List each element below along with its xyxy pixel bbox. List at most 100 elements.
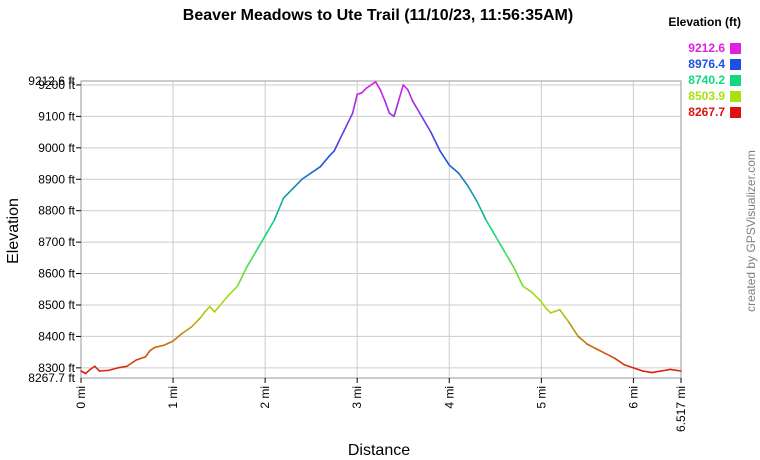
profile-segment bbox=[149, 346, 156, 352]
y-axis-label: Elevation bbox=[5, 198, 22, 264]
y-extreme-label: 8267.7 ft bbox=[28, 371, 75, 385]
profile-segment bbox=[204, 305, 211, 313]
profile-segment bbox=[439, 150, 451, 166]
legend-label: 9212.6 bbox=[688, 41, 725, 55]
profile-segment bbox=[273, 197, 285, 221]
profile-segment bbox=[245, 250, 257, 269]
profile-segment bbox=[218, 294, 230, 308]
profile-segment bbox=[558, 308, 570, 324]
profile-segment bbox=[126, 359, 138, 368]
profile-segment bbox=[476, 200, 487, 221]
legend-swatch bbox=[730, 91, 741, 102]
chart-title: Beaver Meadows to Ute Trail (11/10/23, 1… bbox=[183, 7, 573, 24]
x-tick-label: 6.517 mi bbox=[674, 386, 688, 432]
profile-segment bbox=[660, 368, 672, 372]
x-tick-label: 0 mi bbox=[74, 386, 88, 409]
y-axis-ticks: 8300 ft 8400 ft 8500 ft 8600 ft 8700 ft 8800 … bbox=[28, 74, 81, 385]
profile-segment bbox=[388, 112, 395, 118]
profile-segment bbox=[503, 250, 515, 269]
y-tick-label: 9000 ft bbox=[38, 141, 75, 155]
profile-segment bbox=[669, 368, 682, 372]
profile-segment bbox=[163, 340, 174, 347]
profile-segment bbox=[457, 172, 469, 187]
legend-swatch bbox=[730, 75, 741, 86]
profile-segment bbox=[199, 310, 207, 319]
profile-segment bbox=[379, 88, 386, 102]
profile-segment bbox=[213, 305, 220, 313]
profile-segment bbox=[531, 291, 543, 303]
profile-segment bbox=[466, 184, 478, 203]
y-tick-label: 8500 ft bbox=[38, 298, 75, 312]
profile-segment bbox=[282, 187, 294, 199]
y-tick-label: 8900 ft bbox=[38, 172, 75, 186]
profile-segment bbox=[448, 164, 460, 174]
profile-segment bbox=[411, 99, 423, 118]
profile-segment bbox=[632, 367, 644, 372]
profile-segment bbox=[89, 365, 96, 371]
x-axis-ticks: 0 mi 1 mi 2 mi 3 mi 4 mi 5 mi 6 mi 6.517 mi bbox=[74, 378, 688, 432]
legend-label: 8976.4 bbox=[688, 57, 725, 71]
profile-segment bbox=[540, 301, 547, 309]
elevation-profile bbox=[80, 81, 682, 375]
profile-segment bbox=[430, 131, 441, 152]
profile-segment bbox=[522, 285, 533, 294]
profile-segment bbox=[172, 332, 184, 342]
grid-lines bbox=[80, 81, 682, 378]
legend-label: 8503.9 bbox=[688, 89, 725, 103]
profile-segment bbox=[84, 368, 92, 375]
profile-segment bbox=[397, 84, 405, 102]
y-tick-label: 9100 ft bbox=[38, 109, 75, 123]
profile-segment bbox=[356, 92, 363, 96]
legend-label: 8267.7 bbox=[688, 105, 725, 119]
profile-segment bbox=[337, 121, 349, 143]
profile-segment bbox=[255, 235, 266, 253]
x-tick-label: 6 mi bbox=[626, 386, 640, 409]
y-tick-label: 8800 ft bbox=[38, 204, 75, 218]
profile-segment bbox=[595, 348, 607, 355]
profile-segment bbox=[651, 370, 662, 374]
plot-border bbox=[80, 80, 682, 379]
profile-segment bbox=[301, 172, 312, 181]
profile-segment bbox=[614, 357, 625, 366]
y-tick-label: 9200 ft bbox=[38, 78, 75, 92]
profile-segment bbox=[549, 308, 561, 314]
profile-segment bbox=[264, 219, 276, 237]
profile-segment bbox=[181, 326, 193, 335]
credit-text: created by GPSVisualizer.com bbox=[744, 150, 758, 312]
x-tick-label: 2 mi bbox=[258, 386, 272, 409]
x-tick-label: 3 mi bbox=[350, 386, 364, 409]
profile-segment bbox=[568, 321, 579, 338]
profile-segment bbox=[80, 370, 87, 375]
profile-segment bbox=[384, 99, 391, 115]
profile-segment bbox=[485, 219, 497, 237]
profile-segment bbox=[577, 335, 589, 346]
profile-segment bbox=[98, 369, 110, 372]
profile-segment bbox=[236, 266, 248, 287]
profile-segment bbox=[604, 352, 616, 360]
x-tick-label: 1 mi bbox=[166, 386, 180, 409]
legend-swatch bbox=[730, 59, 741, 70]
profile-segment bbox=[117, 365, 128, 369]
legend-label: 8740.2 bbox=[688, 73, 725, 87]
profile-segment bbox=[153, 344, 165, 349]
y-tick-label: 8700 ft bbox=[38, 235, 75, 249]
profile-segment bbox=[623, 363, 635, 369]
legend-title: Elevation (ft) bbox=[668, 15, 741, 29]
x-axis-label: Distance bbox=[348, 442, 410, 459]
legend-swatch bbox=[730, 43, 741, 54]
profile-segment bbox=[641, 370, 653, 374]
profile-segment bbox=[135, 356, 147, 361]
x-tick-label: 5 mi bbox=[534, 386, 548, 409]
profile-segment bbox=[586, 343, 598, 350]
legend: 9212.6 8976.4 8740.2 8503.9 8267.7 bbox=[688, 41, 741, 119]
profile-segment bbox=[328, 150, 335, 157]
profile-segment bbox=[374, 81, 382, 91]
profile-segment bbox=[361, 87, 368, 94]
profile-segment bbox=[310, 165, 322, 174]
profile-segment bbox=[545, 307, 552, 314]
profile-segment bbox=[420, 115, 432, 133]
y-extreme-label: 9212.6 ft bbox=[28, 74, 75, 88]
profile-segment bbox=[512, 266, 524, 287]
y-tick-label: 8400 ft bbox=[38, 329, 75, 343]
profile-segment bbox=[347, 112, 354, 124]
